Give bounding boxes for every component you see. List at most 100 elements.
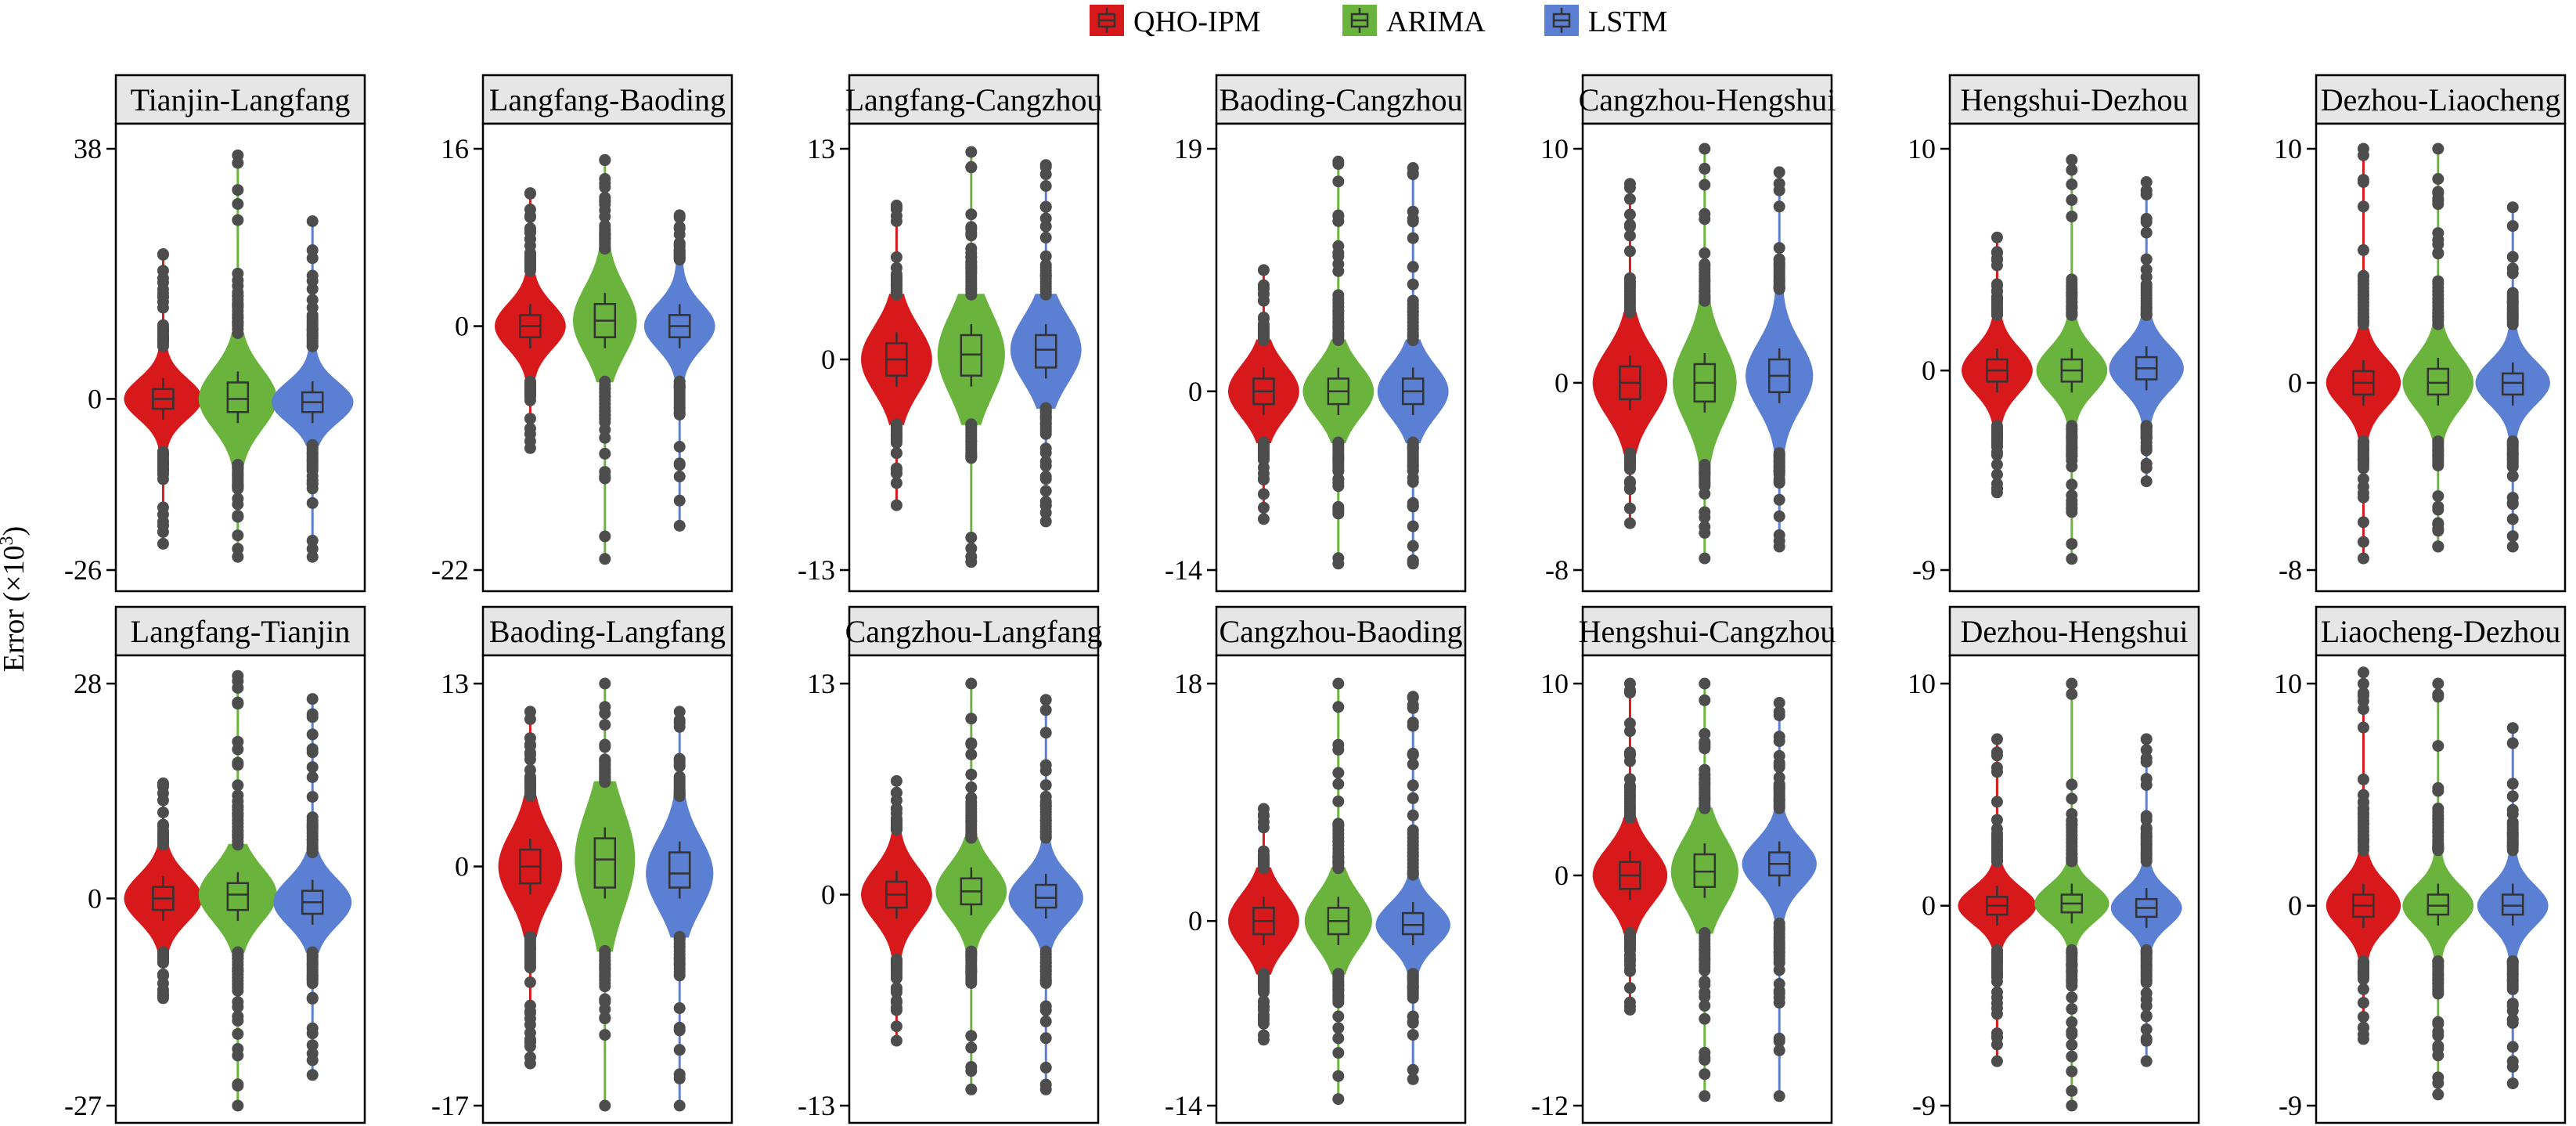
outlier-point [157, 248, 169, 261]
outlier-point [890, 994, 903, 1007]
outlier-point [1257, 288, 1270, 301]
panel-grid: Tianjin-Langfang 38 0 -26 Langfang-Baoding 16… [64, 74, 2567, 1124]
legend-item-lstm[interactable]: LSTM [1544, 5, 1667, 38]
outlier-point [2357, 244, 2369, 256]
y-tick-label: 0 [2288, 890, 2302, 922]
outlier-point [1039, 976, 1052, 989]
outlier-point [524, 391, 536, 403]
outlier-point [1699, 727, 1711, 740]
outlier-point [306, 974, 319, 987]
outlier-point [965, 146, 978, 158]
outlier-point [1699, 677, 1711, 690]
violin-arima [1670, 677, 1738, 1103]
outlier-point [2357, 1011, 2369, 1023]
outlier-point [1623, 748, 1636, 760]
panel-title-strip [2315, 605, 2567, 657]
outlier-point [599, 181, 611, 193]
outlier-point [157, 990, 169, 1001]
outlier-point [1699, 964, 1711, 976]
outlier-point [2506, 220, 2519, 233]
y-tick-label: 19 [1174, 133, 1202, 164]
violin-lstm [273, 693, 352, 1081]
panel-title: Cangzhou-Langfang [845, 614, 1103, 649]
panel-cangzhou-langfang: Cangzhou-Langfang 13 0 -13 [798, 605, 1103, 1124]
outlier-point [673, 771, 686, 783]
outlier-point [2140, 827, 2153, 839]
outlier-point [2140, 773, 2153, 785]
y-tick-label: -27 [64, 1090, 102, 1121]
outlier-point [965, 161, 978, 174]
y-tick-label: 0 [1188, 376, 1202, 407]
violin-qho-ipm [1961, 231, 2033, 499]
outlier-point [2506, 1013, 2519, 1026]
outlier-point [524, 223, 536, 236]
outlier-point [232, 550, 244, 563]
outlier-point [306, 478, 319, 490]
outlier-point [2432, 227, 2444, 240]
outlier-point [306, 1039, 319, 1052]
outlier-point [1773, 468, 1785, 481]
y-tick-label: 0 [1922, 355, 1936, 386]
outlier-point [2140, 1000, 2153, 1012]
outlier-point [1699, 521, 1711, 533]
outlier-point [1407, 261, 1419, 273]
outlier-point [524, 1036, 536, 1048]
violin-body [198, 843, 277, 953]
outlier-point [1332, 701, 1345, 713]
outlier-point [2506, 816, 2519, 828]
outlier-point [2357, 481, 2369, 493]
outlier-point [1039, 790, 1052, 803]
panel-title-strip [114, 605, 366, 657]
legend-item-qho-ipm[interactable]: QHO-IPM [1090, 5, 1261, 38]
outlier-point [1332, 477, 1345, 489]
panel-tianjin-langfang: Tianjin-Langfang 38 0 -26 [64, 74, 366, 593]
outlier-point [2066, 179, 2078, 190]
outlier-point [1407, 294, 1419, 307]
outlier-point [2140, 444, 2153, 457]
panel-title-strip [1215, 74, 1467, 125]
outlier-point [1332, 795, 1345, 807]
outlier-point [2066, 677, 2078, 690]
outlier-point [1699, 737, 1711, 749]
outlier-point [2506, 737, 2519, 749]
panel-title: Hengshui-Cangzhou [1579, 614, 1836, 649]
outlier-point [2066, 1084, 2078, 1097]
y-tick-label: 13 [807, 133, 835, 164]
legend-item-arima[interactable]: ARIMA [1342, 5, 1486, 38]
outlier-point [232, 184, 244, 197]
outlier-point [1773, 697, 1785, 709]
outlier-point [306, 791, 319, 803]
box-iqr [2501, 372, 2524, 396]
outlier-point [524, 771, 536, 783]
box-iqr [1034, 883, 1057, 909]
panel-dezhou-liaocheng: Dezhou-Liaocheng 10 0 -8 [2274, 74, 2567, 593]
outlier-point [1039, 1004, 1052, 1016]
outlier-point [2506, 251, 2519, 263]
y-tick-label: 0 [1555, 860, 1569, 891]
outlier-point [1991, 814, 2003, 826]
outlier-point [965, 449, 978, 462]
outlier-point [965, 1041, 978, 1054]
outlier-point [2432, 691, 2444, 703]
outlier-point [2066, 1099, 2078, 1112]
outlier-point [890, 437, 903, 449]
outlier-point [2357, 516, 2369, 529]
outlier-point [1039, 250, 1052, 262]
outlier-point [1991, 1002, 2003, 1015]
outlier-point [2357, 278, 2369, 291]
box-iqr [1401, 911, 1425, 936]
outlier-point [1699, 506, 1711, 518]
outlier-point [2066, 153, 2078, 166]
outlier-point [673, 969, 686, 982]
panel-cangzhou-hengshui: Cangzhou-Hengshui 10 0 -8 [1540, 74, 1836, 593]
outlier-point [157, 807, 169, 819]
outlier-point [2432, 143, 2444, 155]
outlier-point [157, 781, 169, 793]
outlier-point [1407, 779, 1419, 792]
outlier-point [965, 796, 978, 809]
outlier-point [2066, 980, 2078, 992]
outlier-point [1699, 774, 1711, 786]
outlier-point [524, 738, 536, 751]
panel-baoding-cangzhou: Baoding-Cangzhou 19 0 -14 [1165, 74, 1467, 593]
outlier-point [1773, 510, 1785, 522]
